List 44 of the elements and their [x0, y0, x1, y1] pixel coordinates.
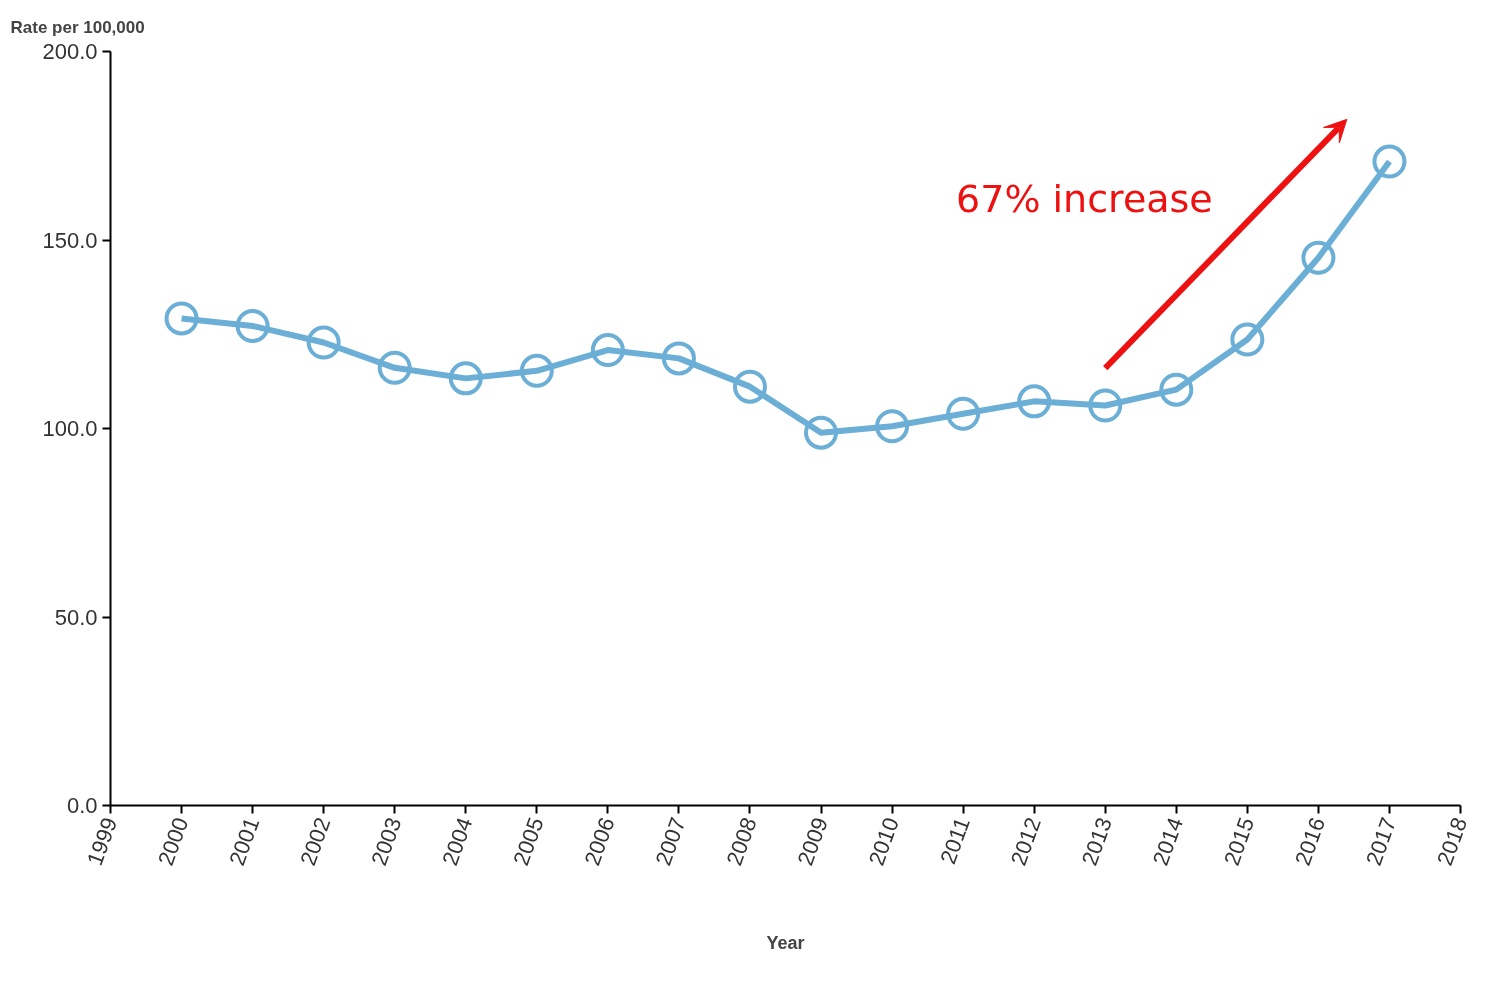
- point: [590, 333, 625, 368]
- annotation: 67% increase: [956, 177, 1213, 222]
- x-tick-label: 2003: [366, 814, 407, 869]
- x-tick-label: 2002: [295, 814, 336, 869]
- x-tick-label: 2010: [863, 814, 904, 869]
- point: [1372, 144, 1407, 179]
- x-tick-label: 2014: [1147, 814, 1189, 869]
- point: [946, 396, 981, 431]
- point: [448, 361, 483, 396]
- point: [661, 341, 696, 376]
- x-tick-label: 2006: [579, 814, 620, 869]
- x-tick-label: 2013: [1076, 814, 1117, 869]
- point: [1017, 384, 1052, 419]
- point: [1088, 388, 1123, 423]
- y-tick-label: 150.0: [42, 227, 98, 253]
- x-tick-label: 2001: [224, 814, 265, 869]
- x-tick-label: 2016: [1289, 814, 1331, 869]
- x-tick-label: 2018: [1432, 814, 1473, 869]
- point: [306, 325, 341, 360]
- x-tick-label: 2011: [935, 814, 975, 868]
- point: [164, 301, 199, 336]
- x-tick-label: 2009: [792, 814, 833, 869]
- x-tick-label: 2008: [721, 814, 762, 869]
- point: [804, 415, 839, 450]
- point: [1230, 322, 1265, 357]
- point: [875, 409, 910, 444]
- x-tick-label: 2000: [153, 814, 194, 869]
- x-axis-title: Year: [766, 932, 805, 953]
- y-tick-label: 100.0: [42, 416, 98, 441]
- point: [377, 350, 412, 385]
- x-tick-label: 2004: [437, 814, 478, 869]
- x-tick-label: 2012: [1005, 814, 1046, 869]
- point: [1159, 372, 1194, 407]
- point: [519, 353, 554, 388]
- point: [1301, 240, 1336, 275]
- x-tick-label: 2007: [650, 814, 691, 869]
- x-tick-label: 2015: [1218, 814, 1260, 869]
- y-tick-label: 200.0: [42, 39, 98, 64]
- x-tick-label: 2005: [508, 814, 549, 869]
- y-axis-title: Rate per 100,000: [10, 17, 145, 37]
- y-tick-label: 50.0: [54, 604, 98, 630]
- x-tick-label: 2017: [1360, 814, 1402, 869]
- point: [732, 369, 767, 404]
- point: [235, 308, 270, 343]
